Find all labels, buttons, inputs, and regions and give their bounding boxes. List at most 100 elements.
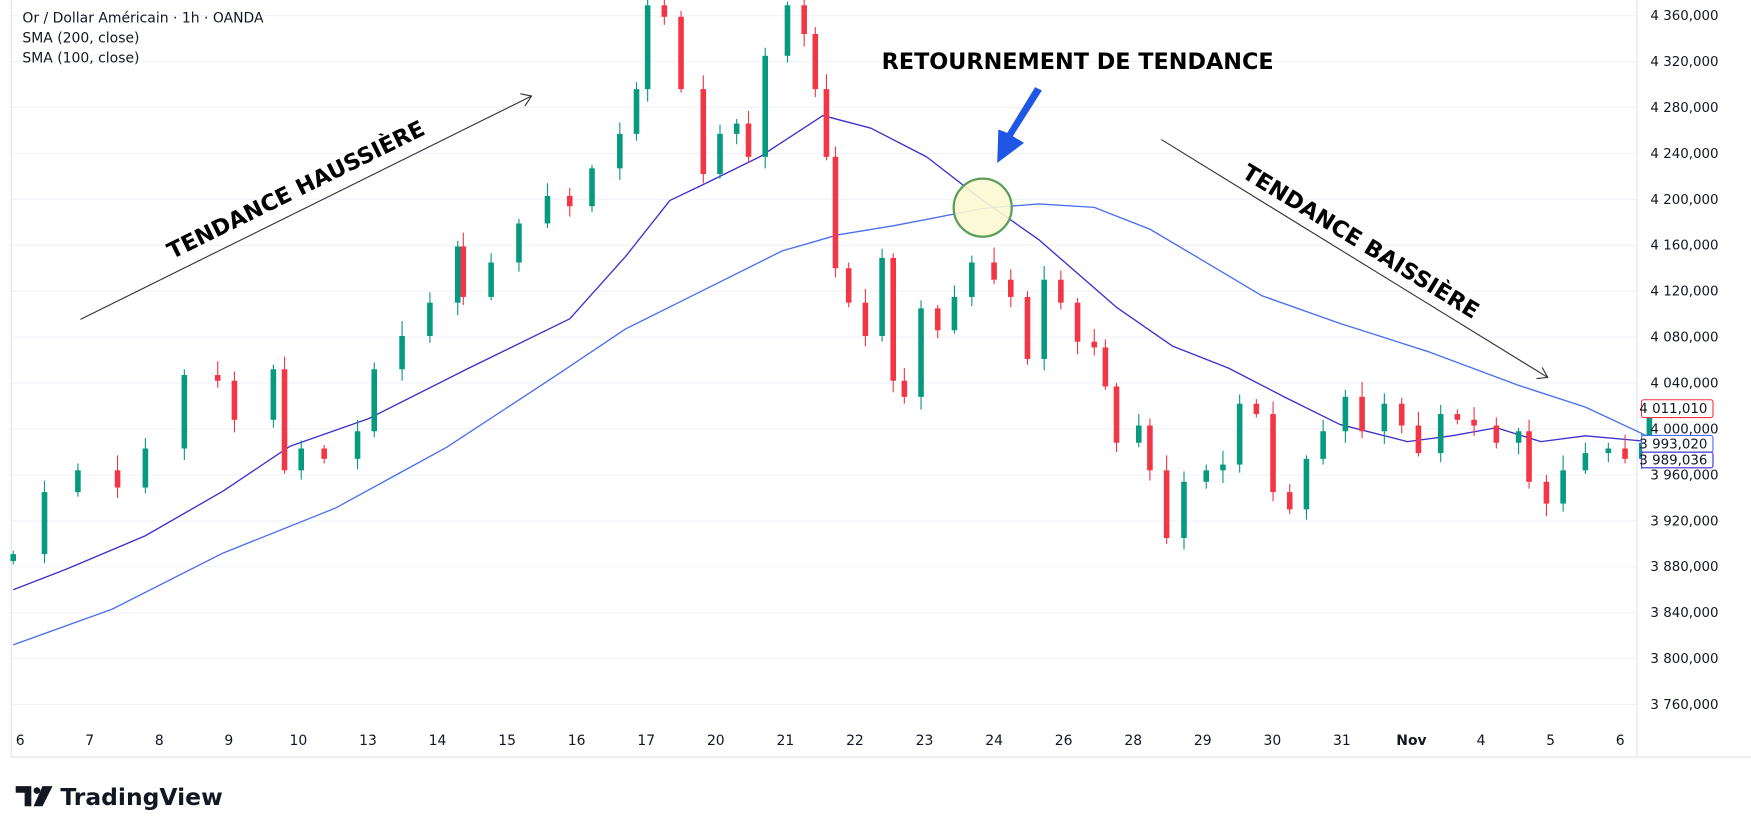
candle xyxy=(214,361,221,388)
candle-body xyxy=(1471,419,1477,426)
candle-body xyxy=(934,308,941,331)
candle-body xyxy=(717,133,723,175)
x-tick-label: 17 xyxy=(637,733,655,749)
candle-body xyxy=(281,369,288,471)
candle xyxy=(934,304,941,339)
candle-body xyxy=(1398,403,1405,426)
tradingview-logo[interactable]: TradingView xyxy=(15,783,223,811)
legend-sma200[interactable]: SMA (200, close) xyxy=(22,30,139,46)
legend-symbol[interactable]: Or / Dollar Américain · 1h · OANDA xyxy=(22,10,264,26)
candle-body xyxy=(1074,302,1081,342)
tradingview-logo-text: TradingView xyxy=(60,783,222,811)
candle xyxy=(281,356,288,474)
y-tick-label: 4 320,000 xyxy=(1650,55,1718,70)
candle xyxy=(678,11,684,93)
sma100-price-tag: 3 989,036 xyxy=(1639,451,1714,469)
candle-body xyxy=(1041,279,1047,359)
x-tick-label: 7 xyxy=(85,733,94,749)
price-axis[interactable]: 4 360,000 4 320,000 4 280,000 4 240,000 4 20… xyxy=(1650,9,1718,713)
candle-body xyxy=(1622,448,1628,459)
downtrend-label: TENDANCE BAISSIÈRE xyxy=(1237,158,1484,325)
candle xyxy=(1091,329,1098,356)
candle-body xyxy=(1286,492,1293,510)
x-tick-label: 23 xyxy=(916,733,934,749)
x-tick-label: 8 xyxy=(155,733,164,749)
candle xyxy=(1303,455,1310,520)
candle xyxy=(142,438,149,494)
sma200-price-tag: 3 993,020 xyxy=(1639,434,1714,453)
candle xyxy=(566,187,573,217)
y-tick-label: 4 280,000 xyxy=(1650,101,1718,116)
candle xyxy=(700,75,707,184)
candle xyxy=(1236,394,1243,473)
candle-body xyxy=(1058,279,1064,303)
candle xyxy=(1113,383,1120,452)
downtrend-arrow-line xyxy=(1161,139,1548,378)
candle xyxy=(1381,393,1388,444)
candle xyxy=(801,0,807,47)
crossover-circle xyxy=(952,177,1013,238)
last-price-tag: 4 011,010 xyxy=(1639,399,1714,419)
candle xyxy=(890,253,897,393)
candles xyxy=(10,0,1653,565)
candle-body xyxy=(454,246,461,303)
candle xyxy=(1493,417,1500,449)
x-tick-label: 10 xyxy=(290,733,308,749)
y-tick-label: 4 120,000 xyxy=(1650,285,1718,300)
candle xyxy=(969,255,975,307)
candle xyxy=(1320,419,1326,465)
time-axis[interactable]: 6 7 8 9 10 13 14 15 16 17 20 21 22 23 24 26 28 29 30 31 Nov 4… xyxy=(16,733,1625,749)
candle xyxy=(1415,411,1422,457)
candle-body xyxy=(845,268,852,303)
candle xyxy=(918,300,924,410)
candle xyxy=(1102,339,1109,390)
candle xyxy=(901,368,908,404)
y-tick-label: 3 840,000 xyxy=(1650,606,1718,621)
candle-body xyxy=(10,554,17,562)
candle-body xyxy=(661,5,668,17)
candle-body xyxy=(114,470,121,488)
candle xyxy=(717,124,723,179)
candle-body xyxy=(427,302,433,336)
candle-body xyxy=(1253,403,1260,415)
candle xyxy=(298,440,305,480)
candle-body xyxy=(969,262,975,297)
x-tick-label: 28 xyxy=(1124,733,1142,749)
candle xyxy=(784,1,791,63)
candle xyxy=(1058,270,1064,310)
x-tick-label: 24 xyxy=(985,733,1003,749)
candle-body xyxy=(1203,470,1210,482)
candle xyxy=(617,122,623,180)
y-tick-label: 4 160,000 xyxy=(1650,239,1718,254)
candle-body xyxy=(354,431,361,459)
legend-sma100[interactable]: SMA (100, close) xyxy=(22,51,139,67)
candle xyxy=(812,27,819,98)
candle-body xyxy=(231,380,238,420)
candle-body xyxy=(762,55,769,157)
downtrend-annotation[interactable]: TENDANCE BAISSIÈRE xyxy=(1161,139,1549,380)
chart-legend[interactable]: Or / Dollar Américain · 1h · OANDA SMA (… xyxy=(22,10,264,66)
x-tick-label: 14 xyxy=(429,733,447,749)
candle xyxy=(1147,418,1153,481)
candle xyxy=(733,118,740,145)
candle-body xyxy=(1454,414,1461,420)
candle xyxy=(1605,442,1612,463)
candle xyxy=(181,369,188,460)
candle xyxy=(1163,455,1170,544)
x-tick-label: 20 xyxy=(707,733,725,749)
candle-body xyxy=(745,123,752,157)
candle-body xyxy=(823,89,830,157)
y-tick-label: 4 200,000 xyxy=(1650,193,1718,208)
candle-body xyxy=(1359,396,1365,432)
candle-body xyxy=(678,16,684,90)
candle-body xyxy=(1270,414,1276,493)
candle xyxy=(1270,401,1276,502)
candle-body xyxy=(890,257,897,381)
reversal-annotation[interactable]: RETOURNEMENT DE TENDANCE xyxy=(882,49,1274,238)
y-tick-label: 3 880,000 xyxy=(1650,560,1718,575)
candle xyxy=(354,419,361,470)
candle-body xyxy=(488,262,494,297)
y-tick-label: 4 360,000 xyxy=(1650,9,1718,24)
candle xyxy=(845,262,852,308)
